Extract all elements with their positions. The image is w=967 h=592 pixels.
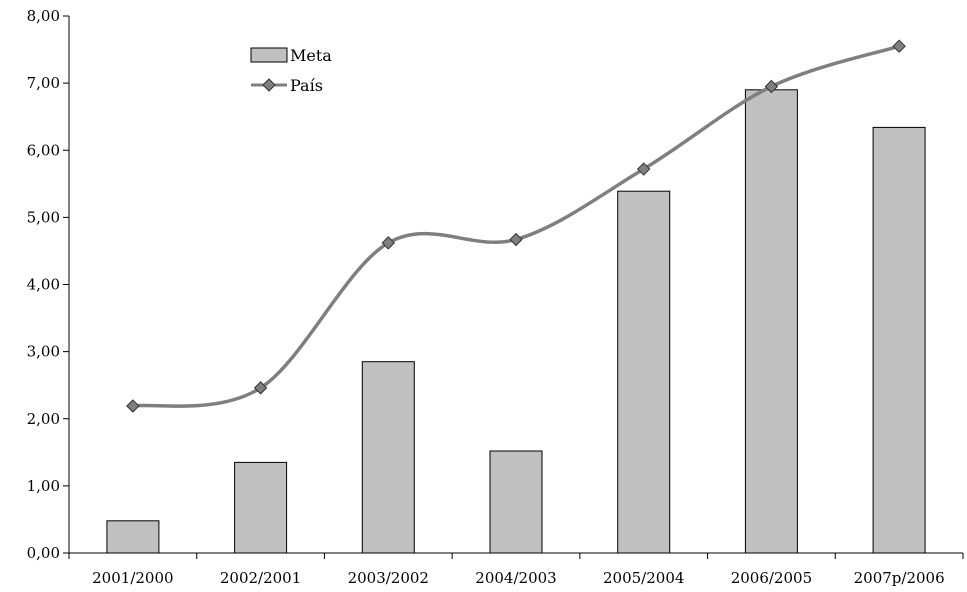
x-tick-label-1: 2002/2001 [220,569,301,587]
marker-pais-3 [509,232,523,247]
legend-label-pais: País [290,76,323,95]
bar-meta-1 [234,461,288,554]
x-tick-label-2: 2003/2002 [348,569,429,587]
marker-pais-4 [637,162,651,176]
marker-pais-0 [126,399,140,413]
x-tick-label-3: 2004/2003 [475,569,556,587]
marker-pais-5 [764,79,779,94]
legend-label-meta: Meta [290,46,332,65]
bar-meta-3 [489,450,543,554]
bar-meta-4 [617,190,671,554]
y-tick-label-1: 1,00 [27,477,60,495]
y-tick-label-3: 3,00 [27,343,60,361]
y-tick-label-0: 0,00 [27,544,60,562]
legend-swatch-meta [250,47,288,63]
x-tick-label-5: 2006/2005 [731,569,812,587]
x-tick-label-4: 2005/2004 [603,569,684,587]
marker-pais-1 [253,381,268,395]
y-tick-label-8: 8,00 [27,7,60,25]
y-tick-label-7: 7,00 [27,74,60,92]
marker-pais-2 [381,236,395,250]
y-tick-label-4: 4,00 [27,276,60,294]
marker-pais-6 [892,39,906,53]
x-tick-label-0: 2001/2000 [92,569,173,587]
bar-meta-0 [106,520,160,554]
legend-marker-pais [262,78,276,92]
y-tick-label-5: 5,00 [27,208,60,226]
y-tick-label-2: 2,00 [27,410,60,428]
bar-meta-2 [361,361,415,554]
bars-group [106,89,926,554]
axes-group: 0,00 1,00 2,00 3,00 4,00 5,00 6,00 7,00 8,00 2001… [27,7,964,587]
x-tick-label-6: 2007p/2006 [854,569,945,587]
line-series-group [126,39,906,413]
bar-meta-6 [872,126,926,554]
y-tick-label-6: 6,00 [27,141,60,159]
bar-meta-5 [744,89,798,554]
legend: Meta País [250,46,332,95]
